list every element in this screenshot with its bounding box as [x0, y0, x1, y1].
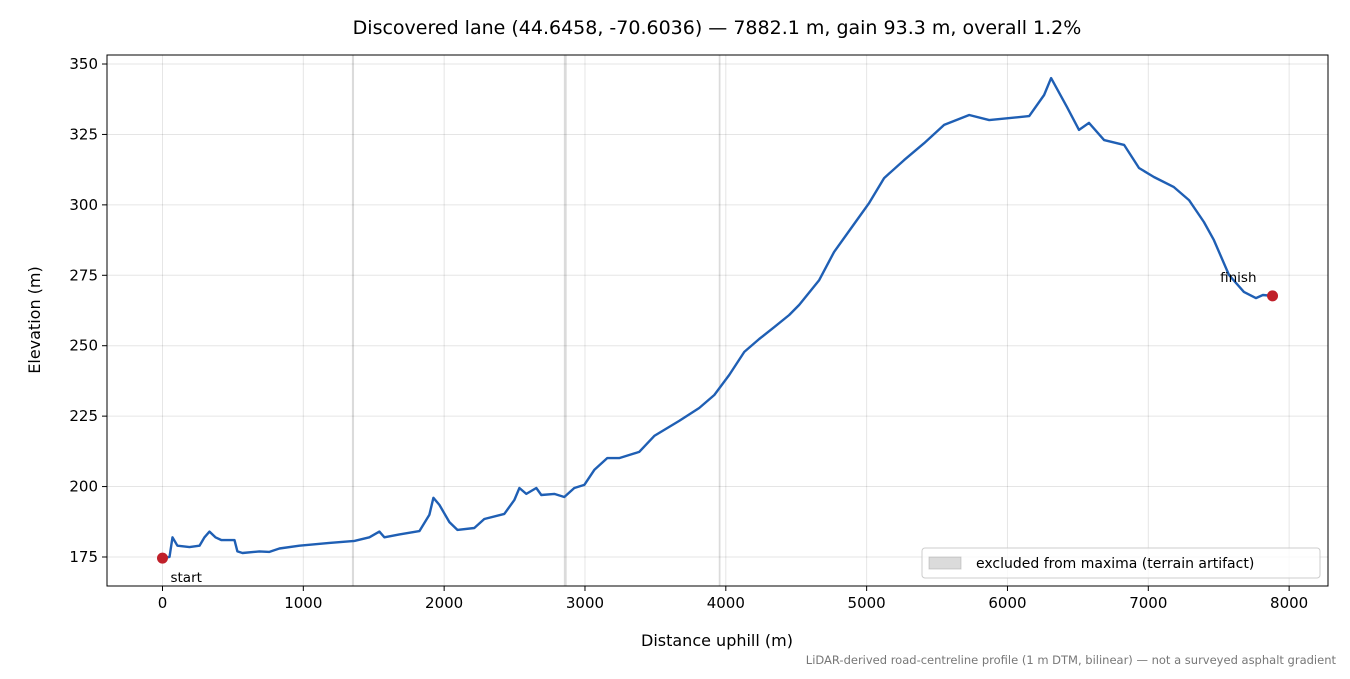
annotation: finish — [1220, 270, 1256, 286]
y-tick-label: 175 — [69, 548, 98, 566]
chart-title: Discovered lane (44.6458, -70.6036) — 78… — [353, 17, 1082, 39]
endpoint-marker — [1267, 290, 1279, 302]
legend-swatch — [928, 556, 962, 570]
x-tick-label: 7000 — [1129, 594, 1167, 612]
y-tick-label: 325 — [69, 125, 98, 143]
legend-label: excluded from maxima (terrain artifact) — [976, 556, 1254, 572]
excluded-band — [563, 55, 567, 586]
endpoint-marker — [156, 552, 168, 564]
annotation: start — [170, 570, 201, 586]
x-tick-label: 8000 — [1270, 594, 1308, 612]
footnote: LiDAR-derived road-centreline profile (1… — [806, 653, 1337, 667]
y-tick-label: 200 — [69, 478, 98, 496]
plot-frame — [106, 54, 1329, 587]
y-tick-label: 350 — [69, 55, 98, 73]
x-tick-label: 6000 — [988, 594, 1026, 612]
x-tick-label: 2000 — [425, 594, 463, 612]
y-tick-label: 300 — [69, 196, 98, 214]
y-tick-label: 275 — [69, 266, 98, 284]
y-axis-label: Elevation (m) — [25, 266, 44, 373]
x-tick-label: 5000 — [848, 594, 886, 612]
x-tick-label: 0 — [158, 594, 168, 612]
x-tick-label: 3000 — [566, 594, 604, 612]
excluded-band — [351, 55, 355, 586]
x-tick-label: 1000 — [284, 594, 322, 612]
legend-box — [921, 547, 1321, 579]
x-tick-label: 4000 — [707, 594, 745, 612]
y-tick-label: 250 — [69, 337, 98, 355]
y-tick-label: 225 — [69, 407, 98, 425]
excluded-band — [718, 55, 721, 586]
x-axis-label: Distance uphill (m) — [641, 631, 793, 650]
profile-line — [162, 76, 1273, 560]
